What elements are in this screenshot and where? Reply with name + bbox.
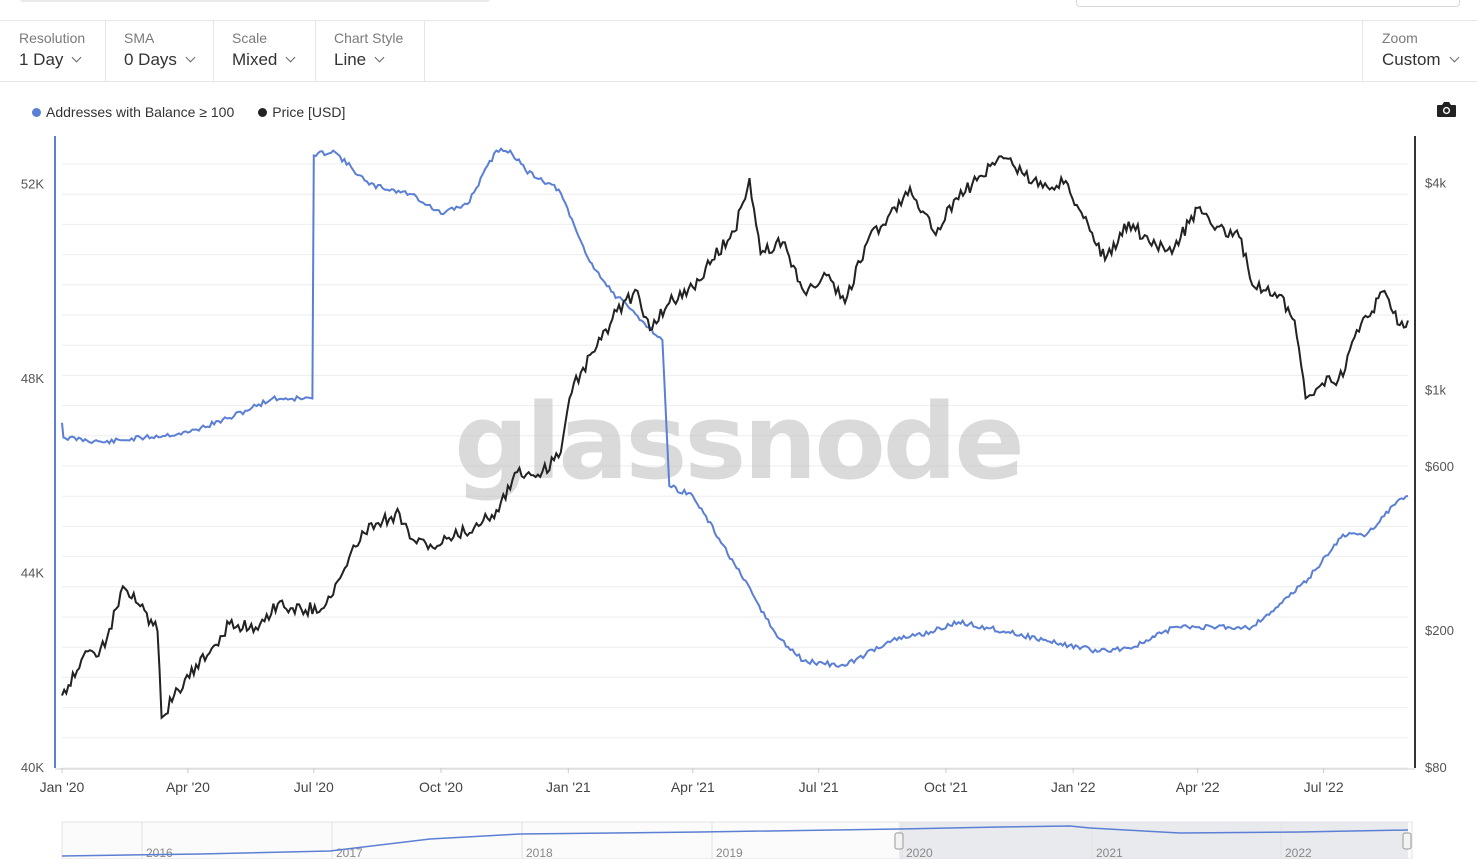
search-box[interactable]	[1076, 0, 1460, 7]
x-tick-label: Jul '22	[1304, 779, 1344, 795]
camera-icon[interactable]	[1436, 101, 1457, 118]
navigator-series-line	[61, 825, 1409, 857]
chart-style-label: Chart Style	[334, 30, 404, 46]
navigator-years: 2016 2017 2018 2019 2020 2021 2022	[141, 822, 1312, 859]
legend-swatch-addresses	[32, 107, 41, 117]
series-line-addresses	[61, 147, 1409, 669]
zoom-select[interactable]: Zoom Custom	[1362, 21, 1477, 81]
right-tick-label: $600	[1425, 459, 1454, 474]
navigator-handle-left[interactable]	[894, 832, 904, 850]
scale-value: Mixed	[232, 50, 278, 69]
zoom-value: Custom	[1382, 50, 1441, 69]
x-tick-label: Apr '22	[1176, 779, 1220, 795]
x-axis-ticks: Jan '20 Apr '20 Jul '20 Oct '20 Jan '21 Apr '…	[40, 768, 1344, 795]
x-tick-label: Jan '22	[1051, 779, 1096, 795]
sma-label: SMA	[124, 30, 155, 46]
resolution-label: Resolution	[19, 30, 86, 46]
zoom-label: Zoom	[1382, 30, 1418, 46]
navigator-year-label: 2018	[526, 846, 553, 859]
x-tick-label: Oct '20	[419, 779, 463, 795]
scale-label: Scale	[232, 30, 268, 46]
left-tick-label: 40K	[21, 760, 44, 775]
x-tick-label: Jan '20	[40, 779, 85, 795]
navigator-selection[interactable]	[899, 822, 1408, 859]
navigator-year-label: 2020	[906, 846, 933, 859]
gridlines	[62, 163, 1408, 769]
legend-label-price: Price [USD]	[272, 104, 346, 120]
navigator-year-label: 2019	[716, 846, 743, 859]
right-tick-label: $4k	[1425, 176, 1446, 191]
scale-select[interactable]: Scale Mixed	[213, 21, 316, 81]
resolution-value: 1 Day	[19, 50, 64, 69]
navigator-year-label: 2016	[146, 846, 173, 859]
navigator-year-label: 2021	[1096, 846, 1123, 859]
sma-value: 0 Days	[124, 50, 177, 69]
page-title-faded	[20, 0, 490, 2]
x-tick-label: Jan '21	[546, 779, 591, 795]
resolution-select[interactable]: Resolution 1 Day	[0, 21, 106, 81]
legend-item-price[interactable]: Price [USD]	[258, 104, 345, 120]
right-tick-label: $200	[1425, 623, 1454, 638]
chart-style-select[interactable]: Chart Style Line	[315, 21, 425, 81]
chart-style-value: Line	[334, 50, 367, 69]
right-axis-ticks: $80 $200 $600 $1k $4k	[1425, 176, 1454, 775]
navigator[interactable]: 2016 2017 2018 2019 2020 2021 2022	[61, 821, 1413, 859]
left-tick-label: 48K	[21, 371, 44, 386]
chart-legend: Addresses with Balance ≥ 100 Price [USD]	[32, 103, 369, 121]
series-line-price	[61, 155, 1409, 720]
navigator-year-label: 2022	[1285, 846, 1312, 859]
chart-toolbar: Resolution 1 Day SMA 0 Days Scale Mixed …	[0, 21, 1477, 82]
x-tick-label: Apr '21	[671, 779, 715, 795]
left-tick-label: 52K	[21, 177, 44, 192]
legend-label-addresses: Addresses with Balance ≥ 100	[46, 104, 235, 120]
x-tick-label: Jul '20	[294, 779, 334, 795]
x-tick-label: Oct '21	[924, 779, 968, 795]
left-tick-label: 44K	[21, 566, 44, 581]
x-tick-label: Jul '21	[799, 779, 839, 795]
right-tick-label: $80	[1425, 760, 1447, 775]
watermark: glassnode	[454, 381, 1022, 503]
sma-select[interactable]: SMA 0 Days	[105, 21, 214, 81]
right-tick-label: $1k	[1425, 383, 1446, 398]
x-tick-label: Apr '20	[166, 779, 210, 795]
left-axis-ticks: 40K 44K 48K 52K	[21, 177, 44, 775]
top-strip	[0, 0, 1477, 21]
navigator-handle-right[interactable]	[1402, 832, 1412, 850]
legend-swatch-price	[258, 107, 268, 117]
legend-item-addresses[interactable]: Addresses with Balance ≥ 100	[32, 104, 234, 120]
